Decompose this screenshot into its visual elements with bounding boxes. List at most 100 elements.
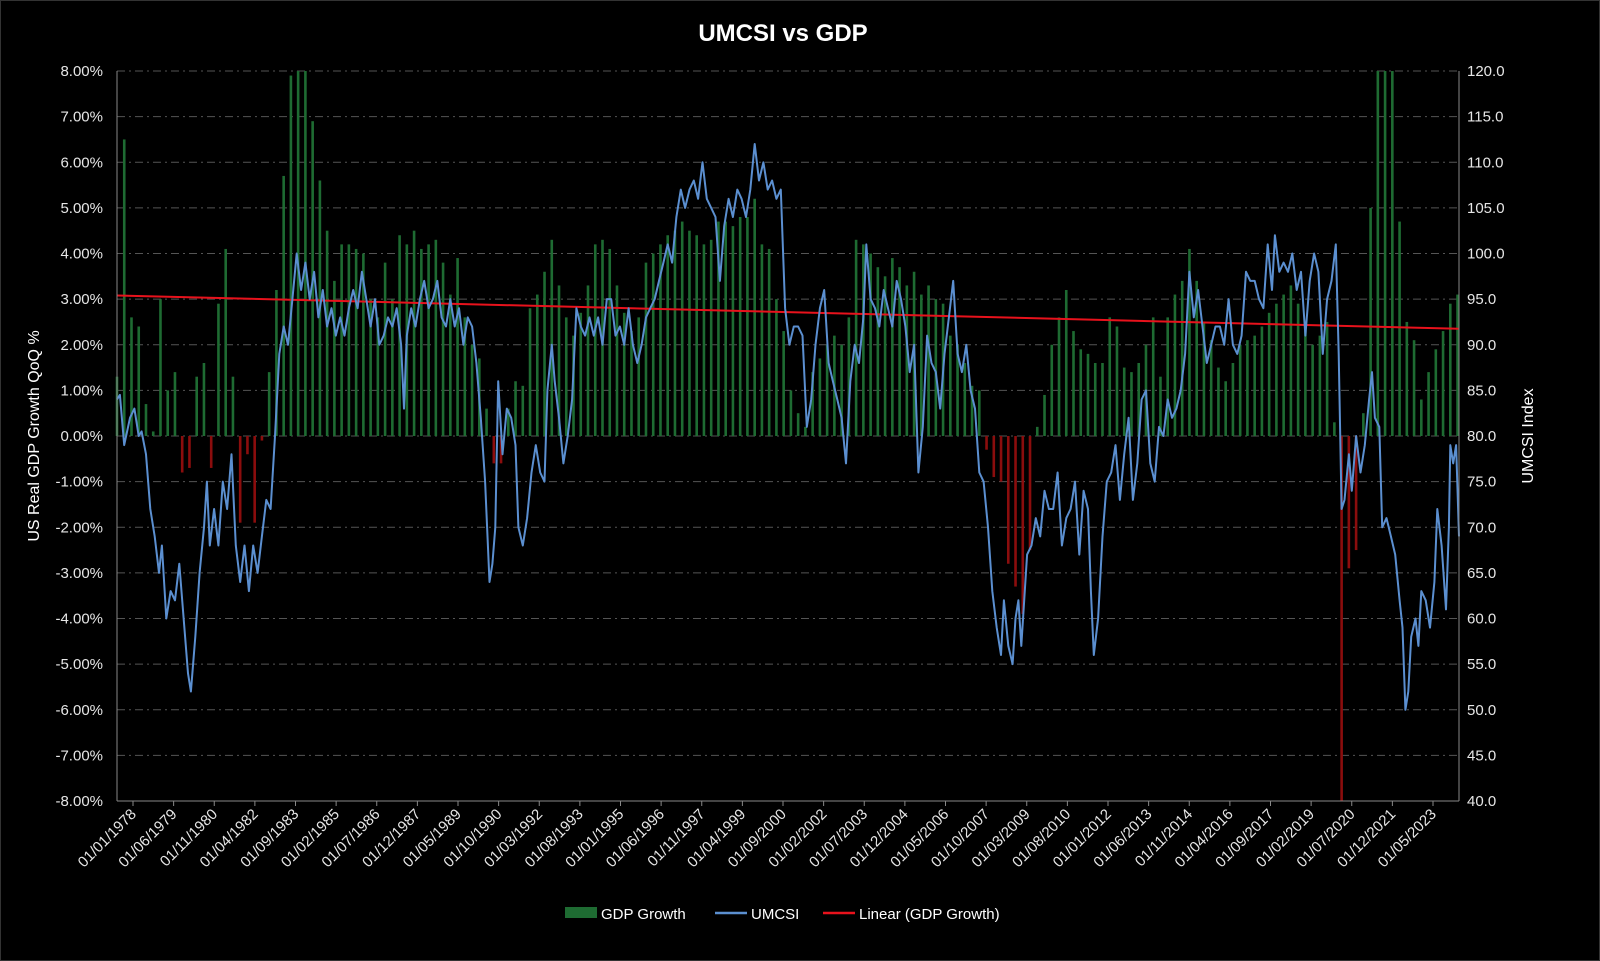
gdp-bar xyxy=(1202,321,1206,436)
right-tick-label: 100.0 xyxy=(1467,246,1505,263)
gdp-bar xyxy=(180,436,184,473)
gdp-bar xyxy=(927,285,930,436)
gdp-bar xyxy=(1420,399,1423,436)
legend: GDP Growth UMCSI Linear (GDP Growth) xyxy=(565,906,1000,923)
right-tick-label: 60.0 xyxy=(1467,611,1496,628)
gdp-bar xyxy=(1427,372,1430,436)
gdp-bar xyxy=(420,248,423,436)
gdp-bar xyxy=(985,436,988,450)
gdp-bar xyxy=(499,436,503,464)
umcsi-line xyxy=(116,143,1460,711)
gdp-bar xyxy=(651,253,655,436)
gdp-bar xyxy=(811,372,814,436)
gdp-bar xyxy=(1159,376,1162,436)
gdp-bar xyxy=(637,317,641,436)
gdp-bar xyxy=(1398,221,1401,436)
gdp-bar xyxy=(1296,303,1300,436)
gdp-bar xyxy=(1318,335,1322,436)
gdp-bar xyxy=(1028,436,1032,551)
gdp-bar xyxy=(644,262,648,436)
gdp-bar xyxy=(1108,317,1112,436)
gdp-bar xyxy=(202,363,206,436)
gdp-bar xyxy=(1115,326,1119,436)
gdp-bar xyxy=(1376,71,1380,436)
gdp-bar xyxy=(441,262,445,436)
right-tick-label: 50.0 xyxy=(1467,702,1496,719)
gdp-bar xyxy=(347,244,351,436)
gdp-bar xyxy=(775,299,778,436)
gdp-bar xyxy=(1064,290,1068,436)
gdp-bar xyxy=(1311,344,1314,436)
gdp-bar xyxy=(383,262,387,436)
gdp-bar xyxy=(1275,303,1278,436)
right-tick-label: 85.0 xyxy=(1467,382,1496,399)
gdp-bar xyxy=(1354,436,1358,551)
left-tick-label: -5.00% xyxy=(55,656,103,673)
gdp-bar xyxy=(1035,426,1039,436)
gdp-bar xyxy=(1383,71,1387,436)
gdp-bar xyxy=(1362,413,1365,436)
gdp-bar xyxy=(1434,349,1438,436)
gdp-bar xyxy=(659,244,662,436)
gdp-bar xyxy=(564,317,568,436)
left-tick-label: 8.00% xyxy=(60,63,103,80)
gdp-bar xyxy=(586,285,590,436)
gdp-bar xyxy=(622,312,626,436)
gdp-bar xyxy=(731,226,735,436)
gdp-bar xyxy=(209,436,213,468)
gdp-bar xyxy=(746,217,749,436)
gdp-bar xyxy=(521,385,525,436)
axes xyxy=(116,71,1460,802)
gdp-bar xyxy=(195,376,199,436)
left-tick-label: 3.00% xyxy=(60,291,103,308)
gdp-bar xyxy=(275,290,278,436)
gdp-bar xyxy=(1405,321,1409,436)
left-tick-label: -3.00% xyxy=(55,565,103,582)
gdp-bar xyxy=(376,317,380,436)
gdp-bar xyxy=(1050,344,1054,436)
gdp-bar xyxy=(1369,207,1372,436)
gdp-bar xyxy=(709,239,713,436)
gdp-bar xyxy=(543,271,546,436)
left-tick-label: -1.00% xyxy=(55,474,103,491)
gdp-bar xyxy=(956,344,959,436)
right-axis-ticks: 120.0 115.0 110.0 105.0 100.0 95.0 90.0 85.0 80.… xyxy=(1467,63,1505,810)
gdp-bar xyxy=(1057,317,1061,436)
gdp-bars xyxy=(115,71,1459,801)
left-tick-label: -8.00% xyxy=(55,793,103,810)
gdp-bar xyxy=(970,385,974,436)
gdp-bar xyxy=(159,299,162,436)
gdp-bar xyxy=(1137,363,1141,436)
gdp-bar xyxy=(666,235,670,436)
gdp-bar xyxy=(1151,317,1155,436)
right-tick-label: 105.0 xyxy=(1467,200,1505,217)
gdp-bar xyxy=(354,248,358,436)
gdp-bar xyxy=(333,280,336,436)
gdp-bar xyxy=(1449,303,1452,436)
gdp-bar xyxy=(1086,353,1090,436)
gdp-bar xyxy=(978,390,981,436)
gdp-bar xyxy=(593,244,597,436)
gdp-bar xyxy=(427,244,430,436)
gdp-bar xyxy=(673,230,677,436)
right-tick-label: 115.0 xyxy=(1467,109,1503,126)
gdp-bar xyxy=(724,221,727,436)
gdp-bar xyxy=(608,248,612,436)
gdp-bar xyxy=(1412,340,1416,436)
gdp-bar xyxy=(702,244,706,436)
gdp-bar xyxy=(267,372,271,436)
gdp-bar xyxy=(253,436,256,523)
left-tick-label: 5.00% xyxy=(60,200,103,217)
gdp-bar xyxy=(1267,312,1271,436)
gdp-bar xyxy=(1231,363,1235,436)
gdp-bar xyxy=(144,404,148,436)
left-tick-label: 7.00% xyxy=(60,109,103,126)
gdp-bar xyxy=(753,198,756,436)
gdp-bar xyxy=(188,436,191,468)
gdp-bar xyxy=(717,221,720,436)
gdp-bar xyxy=(1340,436,1343,801)
gdp-bar xyxy=(1006,436,1010,564)
gdp-bar xyxy=(1441,331,1445,436)
left-tick-label: -4.00% xyxy=(55,611,103,628)
